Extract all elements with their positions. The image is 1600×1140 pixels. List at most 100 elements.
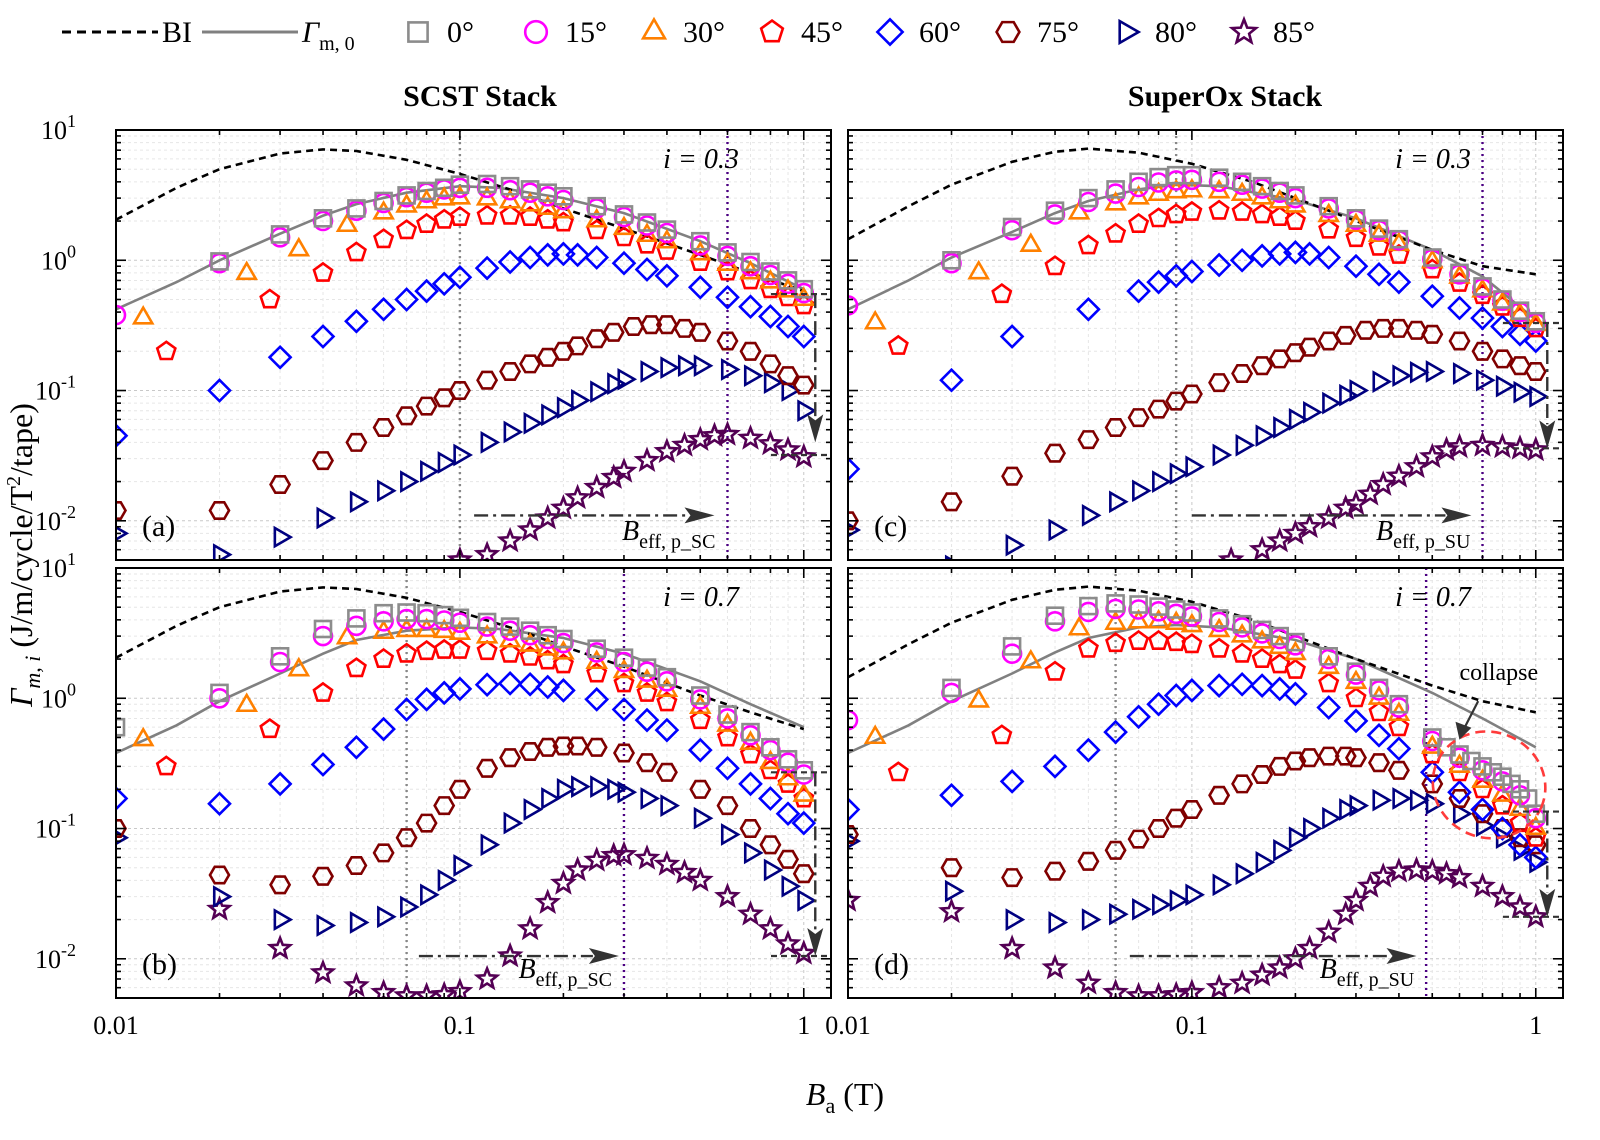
point-c-a80-25 xyxy=(1495,374,1516,398)
point-c-a75-16 xyxy=(1317,331,1340,351)
point-d-a80-13 xyxy=(1273,838,1293,862)
point-a-a85-15 xyxy=(714,420,741,446)
point-c-a0-18-shape xyxy=(1423,248,1442,267)
point-c-a0-10-shape xyxy=(1232,172,1252,192)
point-a-a45-9-shape xyxy=(476,204,498,225)
point-d-a75-3-shape xyxy=(1043,861,1067,881)
point-a-a85-15-shape xyxy=(714,420,741,446)
point-c-a75-18 xyxy=(1354,320,1377,340)
point-d-a75-15 xyxy=(1298,748,1321,768)
point-d-a80-16-shape xyxy=(1322,806,1342,830)
point-a-a0-18-shape xyxy=(690,231,710,251)
point-a-a45-8-shape xyxy=(449,205,471,226)
point-c-a0-21-shape xyxy=(1493,290,1512,309)
point-b-a45-23 xyxy=(793,787,815,808)
point-a-a30-2-shape xyxy=(287,236,311,257)
point-c-a45-4 xyxy=(1105,222,1127,243)
point-b-a60-18-shape xyxy=(654,717,680,743)
point-a-a60-4 xyxy=(344,308,369,334)
point-c-a0-13-shape xyxy=(1286,186,1305,205)
point-c-a30-0 xyxy=(863,309,887,330)
point-b-a80-6-shape xyxy=(400,895,420,919)
point-a-a75-22 xyxy=(689,322,712,342)
point-d-a75-11 xyxy=(1231,774,1254,794)
point-a-a75-7 xyxy=(415,396,438,416)
point-d-a15-1 xyxy=(941,682,962,704)
point-d-a60-5 xyxy=(1103,719,1128,745)
point-d-a80-20 xyxy=(1392,787,1413,810)
legend-marker-a85 xyxy=(1228,15,1260,46)
collapse-pointer-line xyxy=(1462,700,1480,731)
legend-label-a0: 0° xyxy=(447,16,474,49)
point-d-a30-1-shape xyxy=(967,688,991,708)
point-a-a0-1 xyxy=(270,225,290,244)
point-d-a30-9-shape xyxy=(1207,617,1231,638)
point-d-a30-5 xyxy=(1127,608,1150,629)
point-b-a85-22 xyxy=(714,882,741,909)
point-b-a80-1-shape xyxy=(212,885,233,908)
point-b-a75-19 xyxy=(655,762,678,782)
point-b-a0-1-shape xyxy=(210,683,229,703)
grid-d xyxy=(848,568,1563,998)
point-d-a45-3 xyxy=(1077,637,1099,658)
point-a-a0-14 xyxy=(587,196,607,216)
point-a-a80-14 xyxy=(556,396,577,419)
point-b-a45-5-shape xyxy=(396,642,418,663)
series-a-a75 xyxy=(116,315,815,521)
point-c-a60-4 xyxy=(1126,278,1151,304)
legend-label-a80: 80° xyxy=(1155,16,1197,49)
point-b-a80-23 xyxy=(743,841,764,865)
point-c-a85-14-shape xyxy=(1446,432,1473,459)
point-a-a0-0 xyxy=(210,252,229,271)
point-b-a85-19 xyxy=(653,850,681,876)
point-b-a75-3 xyxy=(311,866,335,886)
point-a-a30-13 xyxy=(552,198,575,219)
point-d-a85-18 xyxy=(1342,886,1370,912)
point-c-a15-0-shape xyxy=(848,295,859,316)
point-b-a85-25 xyxy=(774,929,802,956)
point-a-a85-18-shape xyxy=(774,435,802,462)
point-a-a80-12-shape xyxy=(523,411,544,435)
point-b-a60-2 xyxy=(267,771,293,797)
point-b-a75-10-shape xyxy=(476,758,499,778)
point-a-a75-2 xyxy=(269,474,292,495)
point-d-a80-14-shape xyxy=(1288,826,1309,850)
point-a-a80-2 xyxy=(273,525,294,549)
point-b-a60-22 xyxy=(758,786,783,811)
point-c-a60-19-shape xyxy=(1447,295,1472,321)
point-b-a0-17-shape xyxy=(637,658,657,677)
panel-tag-a: (a) xyxy=(142,510,175,543)
point-a-a0-9 xyxy=(477,174,497,194)
point-b-a75-15-shape xyxy=(566,736,589,756)
point-d-a0-13-shape xyxy=(1286,632,1305,652)
point-b-a60-2-shape xyxy=(267,771,293,797)
point-c-a45-0-shape xyxy=(887,334,909,355)
point-d-a85-23-shape xyxy=(1418,857,1446,883)
point-b-a45-14 xyxy=(586,662,608,683)
series-b-a45 xyxy=(155,638,815,808)
point-a-a60-5 xyxy=(371,296,396,322)
point-b-a80-17 xyxy=(607,777,627,801)
point-d-a80-24-shape xyxy=(1475,814,1496,838)
point-d-a0-18 xyxy=(1423,728,1442,747)
point-b-a85-5 xyxy=(393,981,421,998)
point-d-a85-1 xyxy=(938,897,965,924)
point-c-a0-22 xyxy=(1510,301,1530,321)
point-d-a0-16 xyxy=(1369,678,1389,698)
point-d-a85-23 xyxy=(1418,857,1446,883)
point-d-a45-13-shape xyxy=(1284,658,1306,679)
frame-d xyxy=(847,567,1564,999)
point-b-a80-6 xyxy=(400,895,420,919)
point-c-a85-4 xyxy=(1296,512,1324,539)
point-d-a0-9 xyxy=(1209,609,1229,628)
point-d-a85-6-shape xyxy=(1125,981,1153,998)
point-b-a45-9 xyxy=(476,639,498,661)
point-b-a45-5 xyxy=(396,642,418,663)
point-b-a75-12-shape xyxy=(519,741,542,762)
point-a-a80-23-shape xyxy=(720,358,741,381)
point-b-a60-19-shape xyxy=(687,737,713,763)
point-c-a60-22-shape xyxy=(1507,321,1533,347)
point-d-a45-17-shape xyxy=(1388,716,1410,737)
point-c-a75-18-shape xyxy=(1354,320,1377,340)
point-b-a75-19-shape xyxy=(655,762,678,782)
